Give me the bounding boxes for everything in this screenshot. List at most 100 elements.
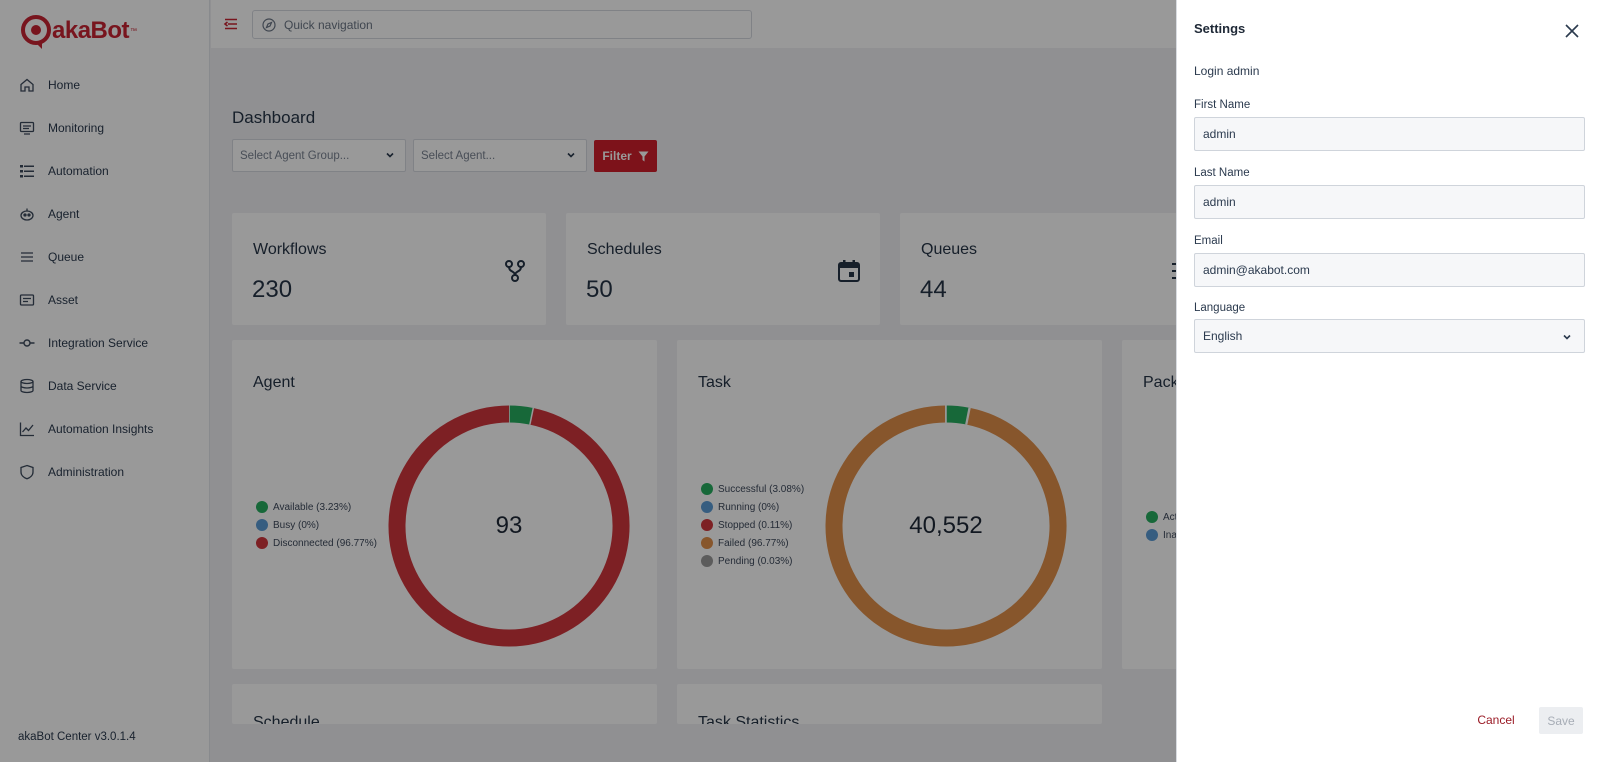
workflow-icon [505, 260, 525, 282]
legend-item[interactable]: Stopped (0.11%) [701, 516, 804, 534]
donut-slice-failed[interactable] [825, 405, 1067, 647]
legend-label: Busy (0%) [273, 519, 320, 531]
agent-select-value: Select Agent... [421, 149, 496, 162]
legend-item[interactable]: Available (3.23%) [256, 498, 377, 516]
legend-item[interactable]: Act [1146, 508, 1177, 526]
sidebar-item-label: Asset [48, 292, 79, 307]
agent-select[interactable]: Select Agent... [413, 139, 587, 172]
sidebar-item-label: Automation [48, 163, 109, 178]
email-label: Email [1194, 235, 1223, 247]
stat-title: Workflows [253, 241, 327, 258]
cancel-button[interactable]: Cancel [1477, 713, 1515, 727]
automation-icon [19, 163, 35, 179]
first-name-label: First Name [1194, 99, 1251, 111]
sidebar-nav: Home Monitoring Automation Agent Queue A… [0, 63, 209, 493]
language-select[interactable]: English [1194, 319, 1585, 353]
sidebar-item-label: Home [48, 77, 81, 92]
chart-title: Pack [1143, 374, 1179, 391]
logo-mark-icon [21, 15, 51, 49]
settings-panel: Settings Login admin First Name Last Nam… [1176, 0, 1600, 762]
stat-value: 230 [252, 276, 293, 303]
sidebar-item-agent[interactable]: Agent [0, 192, 209, 235]
legend-item[interactable]: Pending (0.03%) [701, 552, 804, 570]
integration-icon [19, 335, 35, 351]
page-title: Dashboard [232, 108, 316, 127]
home-icon [19, 77, 35, 93]
last-name-label: Last Name [1194, 167, 1250, 179]
task-donut-chart [825, 405, 1067, 647]
sidebar-item-automation-insights[interactable]: Automation Insights [0, 407, 209, 450]
stat-card-queues: Queues 44 [900, 213, 1190, 325]
legend-dot [1146, 511, 1158, 523]
legend-label: Act [1163, 511, 1178, 523]
sidebar-item-label: Automation Insights [48, 421, 154, 436]
legend-item[interactable]: Disconnected (96.77%) [256, 534, 377, 552]
legend-item[interactable]: Ina [1146, 526, 1177, 544]
shield-icon [19, 464, 35, 480]
legend-item[interactable]: Successful (3.08%) [701, 480, 804, 498]
sidebar-item-label: Agent [48, 206, 80, 221]
stat-card-workflows: Workflows 230 [232, 213, 546, 325]
donut-center-value: 93 [495, 512, 523, 539]
brand-logo[interactable]: akaBot ™ [18, 13, 137, 49]
sidebar-item-monitoring[interactable]: Monitoring [0, 106, 209, 149]
sidebar-item-label: Data Service [48, 378, 117, 393]
quick-navigation-input[interactable] [284, 17, 724, 32]
legend-dot [256, 501, 268, 513]
agent-donut: 93 [385, 402, 633, 650]
agent-group-select[interactable]: Select Agent Group... [232, 139, 406, 172]
sidebar-item-home[interactable]: Home [0, 63, 209, 106]
legend-dot [701, 555, 713, 567]
last-name-field[interactable] [1194, 185, 1585, 219]
agent-icon [19, 206, 35, 222]
sidebar-item-automation[interactable]: Automation [0, 149, 209, 192]
chart-card-agent: Agent Available (3.23%) Busy (0%) Discon… [232, 340, 657, 669]
donut-slice-disconnected[interactable] [388, 405, 630, 647]
save-button[interactable]: Save [1539, 707, 1583, 734]
sidebar-item-label: Monitoring [48, 120, 105, 135]
chevron-down-icon [1563, 334, 1571, 340]
sidebar-item-asset[interactable]: Asset [0, 278, 209, 321]
close-icon[interactable] [1563, 22, 1581, 40]
legend-item[interactable]: Running (0%) [701, 498, 804, 516]
sidebar-item-queue[interactable]: Queue [0, 235, 209, 278]
schedule-card: Schedule [232, 684, 657, 724]
menu-toggle-icon[interactable] [223, 16, 239, 32]
brand-trademark: ™ [130, 27, 138, 35]
sidebar-item-integration-service[interactable]: Integration Service [0, 321, 209, 364]
sidebar-item-label: Queue [48, 249, 85, 264]
legend-label: Running (0%) [718, 501, 780, 513]
legend-label: Successful (3.08%) [718, 483, 805, 495]
stat-card-schedules: Schedules 50 [566, 213, 880, 325]
brand-name: akaBot [52, 17, 130, 44]
sidebar-item-label: Integration Service [48, 335, 149, 350]
legend-dot [701, 519, 713, 531]
legend-label: Ina [1163, 529, 1177, 541]
legend-label: Disconnected (96.77%) [273, 537, 377, 549]
sidebar-item-label: Administration [48, 464, 125, 479]
donut-center-value: 40,552 [909, 512, 983, 539]
donut-slice-separator [529, 407, 535, 425]
legend-item[interactable]: Failed (96.77%) [701, 534, 804, 552]
settings-title: Settings [1194, 21, 1246, 36]
filter-icon [638, 151, 649, 161]
chart-card-task: Task Successful (3.08%) Running (0%) Sto… [677, 340, 1102, 669]
legend-dot [256, 537, 268, 549]
stat-title: Schedules [587, 241, 662, 258]
first-name-field[interactable] [1194, 117, 1585, 151]
quick-navigation[interactable] [252, 10, 752, 39]
stat-value: 50 [586, 276, 613, 303]
legend-dot [701, 483, 713, 495]
sidebar-item-data-service[interactable]: Data Service [0, 364, 209, 407]
legend-item[interactable]: Busy (0%) [256, 516, 377, 534]
email-field[interactable] [1194, 253, 1585, 287]
asset-icon [19, 292, 35, 308]
schedule-card-title: Schedule [253, 714, 320, 724]
stat-title: Queues [921, 241, 978, 258]
chart-title: Agent [253, 374, 295, 391]
legend-label: Stopped (0.11%) [718, 519, 793, 531]
chart-legend: Available (3.23%) Busy (0%) Disconnected… [256, 498, 377, 552]
sidebar-item-administration[interactable]: Administration [0, 450, 209, 493]
filter-button-label: Filter [602, 149, 632, 163]
filter-button[interactable]: Filter [594, 140, 657, 172]
